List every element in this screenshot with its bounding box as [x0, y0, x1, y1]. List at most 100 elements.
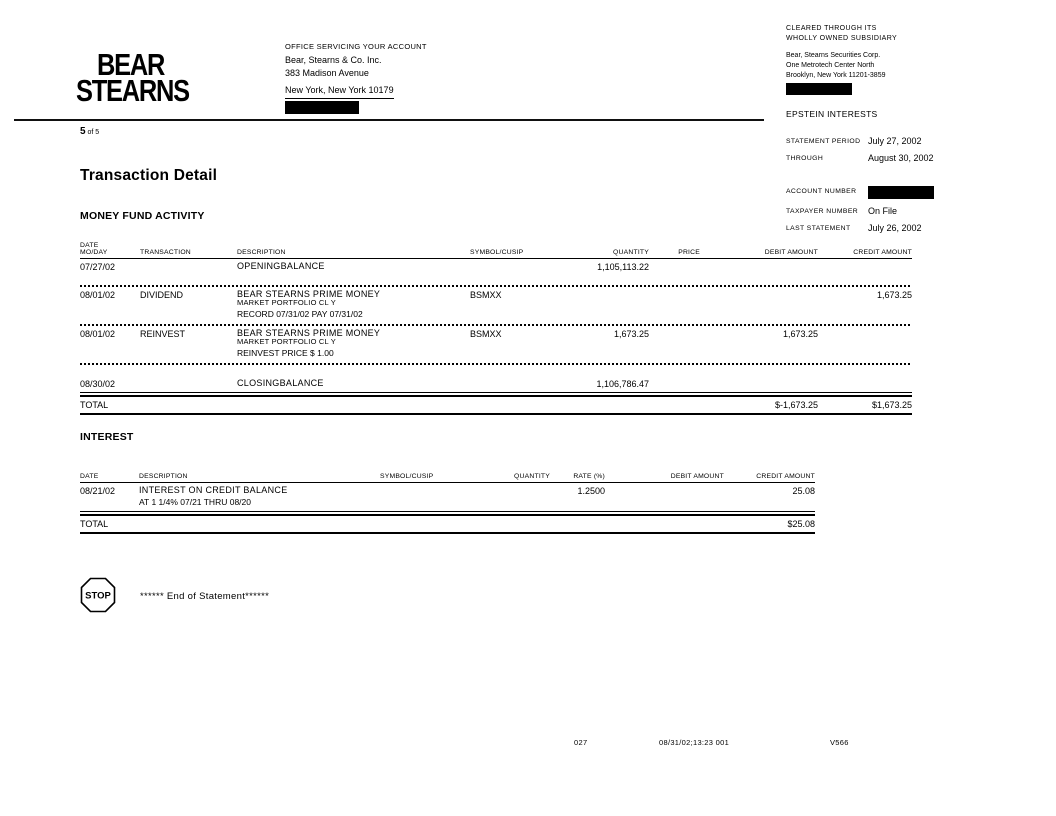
statement-through-row: THROUGH August 30, 2002: [786, 153, 1016, 163]
cleared-through-line2: WHOLLY OWNED SUBSIDIARY: [786, 35, 898, 42]
interest-heading: INTEREST: [80, 431, 134, 443]
column-header-symbol-cusip: SYMBOL/CUSIP: [470, 249, 524, 256]
total-credit-amount: $1,673.25: [871, 400, 912, 410]
cell-credit: 1,673.25: [876, 290, 912, 300]
cell-date: 08/21/02: [80, 486, 116, 496]
subsidiary-street: One Metrotech Center North: [786, 62, 875, 69]
cell-symbol: [380, 486, 475, 507]
column-header-symbol-cusip: SYMBOL/CUSIP: [380, 473, 434, 480]
cell-date: 08/01/02: [80, 290, 116, 300]
table-row-reinvest: 08/01/02 REINVEST BEAR STEARNS PRIME MON…: [80, 326, 912, 363]
money-fund-total-row: TOTAL $-1,673.25 $1,673.25: [80, 395, 912, 415]
clearing-block: CLEARED THROUGH ITS WHOLLY OWNED SUBSIDI…: [786, 24, 897, 119]
statement-through-label: THROUGH: [786, 155, 824, 162]
cell-quantity: 1,673.25: [613, 329, 649, 339]
cleared-through-line1: CLEARED THROUGH ITS: [786, 25, 877, 32]
column-header-debit-amount: DEBIT AMOUNT: [764, 249, 818, 256]
cell-description: INTEREST ON CREDIT BALANCE AT 1 1/4% 07/…: [139, 485, 288, 508]
account-number-row: ACCOUNT NUMBER: [786, 186, 1016, 199]
statement-period-label: STATEMENT PERIOD: [786, 138, 861, 145]
cell-debit: 1,673.25: [782, 329, 818, 339]
cell-symbol: BSMXX: [470, 329, 502, 339]
statement-period-value: July 27, 2002: [868, 136, 922, 146]
cell-description: CLOSINGBALANCE: [237, 378, 324, 388]
subsidiary-city: Brooklyn, New York 11201-3859: [786, 72, 886, 79]
column-header-description: DESCRIPTION: [139, 473, 188, 480]
row-separator: [80, 363, 912, 365]
cell-symbol: [470, 379, 565, 389]
column-header-quantity: QUANTITY: [514, 473, 550, 480]
page-title: Transaction Detail: [80, 167, 218, 184]
redaction-bar-office: [285, 101, 359, 114]
cell-quantity: [475, 486, 550, 507]
logo-line-stearns: STEARNS: [76, 73, 190, 108]
header-divider: [14, 119, 764, 121]
interest-table-header: DATE DESCRIPTION SYMBOL/CUSIP QUANTITY R…: [80, 473, 815, 483]
column-header-date: DATE: [80, 473, 99, 480]
cell-price: [649, 329, 700, 358]
cell-price: [649, 262, 700, 285]
bear-stearns-logo: BEAR STEARNS: [76, 49, 214, 108]
page-number-of: of 5: [87, 129, 100, 136]
office-servicing-block: OFFICE SERVICING YOUR ACCOUNT Bear, Stea…: [285, 42, 427, 114]
statement-info: STATEMENT PERIOD July 27, 2002 THROUGH A…: [786, 136, 1016, 240]
column-header-transaction: TRANSACTION: [140, 249, 191, 256]
cell-debit: [700, 262, 818, 285]
office-street: 383 Madison Avenue: [285, 68, 369, 78]
redaction-bar-account-number: [868, 186, 934, 199]
cell-date: 08/30/02: [80, 379, 116, 389]
total-label: TOTAL: [80, 519, 109, 529]
cell-quantity: [565, 290, 649, 319]
column-header-description: DESCRIPTION: [237, 249, 286, 256]
page-number: 5 of 5: [80, 126, 99, 137]
statement-period-row: STATEMENT PERIOD July 27, 2002: [786, 136, 1016, 146]
cell-transaction: REINVEST: [140, 329, 186, 339]
money-fund-table-header: DATE MO/DAY TRANSACTION DESCRIPTION SYMB…: [80, 242, 912, 259]
cell-credit: [818, 329, 912, 358]
table-row-closing-balance: 08/30/02 CLOSINGBALANCE 1,106,786.47: [80, 377, 912, 393]
column-header-price: PRICE: [678, 249, 700, 256]
cell-credit: [818, 379, 912, 389]
column-header-quantity: QUANTITY: [613, 249, 649, 256]
page-number-current: 5: [80, 126, 86, 137]
cell-price: [649, 290, 700, 319]
cell-debit: [700, 290, 818, 319]
interest-table: DATE DESCRIPTION SYMBOL/CUSIP QUANTITY R…: [80, 473, 815, 534]
total-debit-amount: $-1,673.25: [774, 400, 818, 410]
money-fund-activity-heading: MONEY FUND ACTIVITY: [80, 210, 205, 222]
cell-transaction: [140, 262, 237, 285]
footer-batch-number: 027: [574, 738, 588, 747]
subsidiary-name: Bear, Stearns Securities Corp.: [786, 52, 881, 59]
column-header-credit-amount: CREDIT AMOUNT: [756, 473, 815, 480]
cell-quantity: 1,106,786.47: [596, 379, 649, 389]
stop-sign-label: STOP: [85, 591, 111, 602]
office-heading: OFFICE SERVICING YOUR ACCOUNT: [285, 42, 427, 51]
column-header-credit-amount: CREDIT AMOUNT: [853, 249, 912, 256]
total-label: TOTAL: [80, 400, 109, 410]
office-firm-name: Bear, Stearns & Co. Inc.: [285, 55, 382, 65]
column-header-rate: RATE (%): [573, 473, 605, 480]
cell-quantity: 1,105,113.22: [597, 262, 649, 272]
account-holder-name: EPSTEIN INTERESTS: [786, 109, 878, 119]
statement-through-value: August 30, 2002: [868, 153, 934, 163]
cell-transaction: [140, 379, 237, 389]
cell-description: BEAR STEARNS PRIME MONEY MARKET PORTFOLI…: [237, 328, 381, 359]
stop-sign-icon: STOP: [80, 577, 116, 618]
cell-description: OPENINGBALANCE: [237, 261, 325, 271]
redaction-bar-subsidiary: [786, 83, 852, 95]
cell-date: 07/27/02: [80, 262, 116, 272]
total-credit-amount: $25.08: [787, 519, 815, 529]
account-number-label: ACCOUNT NUMBER: [786, 188, 857, 195]
cell-symbol: [470, 262, 565, 285]
last-statement-value: July 26, 2002: [868, 223, 922, 233]
cell-debit: [605, 486, 724, 507]
money-fund-activity-table: DATE MO/DAY TRANSACTION DESCRIPTION SYMB…: [80, 242, 912, 415]
row-separator: [80, 324, 912, 326]
cell-credit: [818, 262, 912, 285]
table-row-interest: 08/21/02 INTEREST ON CREDIT BALANCE AT 1…: [80, 483, 815, 512]
cell-description: BEAR STEARNS PRIME MONEY MARKET PORTFOLI…: [237, 289, 381, 320]
cell-credit: 25.08: [792, 486, 815, 496]
taxpayer-number-label: TAXPAYER NUMBER: [786, 208, 859, 215]
interest-total-row: TOTAL $25.08: [80, 514, 815, 534]
